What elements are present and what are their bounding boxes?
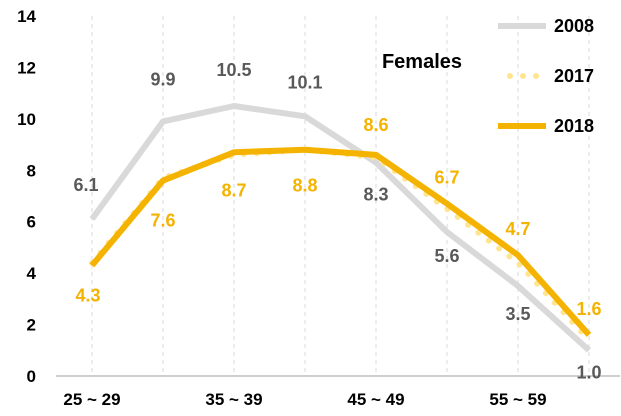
x-tick-label: 55 ~ 59 xyxy=(489,390,546,409)
y-tick-label: 0 xyxy=(27,367,36,386)
data-label: 6.7 xyxy=(434,168,459,188)
data-labels: 6.1 9.9 10.5 10.1 8.3 5.6 3.5 1.0 4.3 7.6 8.7 8.8 8.… xyxy=(73,60,601,382)
chart-title: Females xyxy=(382,51,462,73)
data-label: 3.5 xyxy=(505,304,530,324)
y-tick-label: 8 xyxy=(27,161,36,180)
data-label: 4.7 xyxy=(505,219,530,239)
legend: 2008 2017 2018 xyxy=(498,16,594,136)
data-label: 8.8 xyxy=(292,176,317,196)
data-label: 8.3 xyxy=(363,185,388,205)
y-tick-label: 6 xyxy=(27,213,36,232)
y-tick-labels: 0 2 4 6 8 10 12 14 xyxy=(17,7,36,386)
data-label: 1.6 xyxy=(576,299,601,319)
y-tick-label: 10 xyxy=(17,110,36,129)
x-tick-label: 45 ~ 49 xyxy=(347,390,404,409)
data-label: 6.1 xyxy=(73,175,98,195)
legend-label: 2008 xyxy=(554,16,594,36)
data-label: 5.6 xyxy=(434,246,459,266)
y-tick-label: 2 xyxy=(27,316,36,335)
data-label: 9.9 xyxy=(150,69,175,89)
series-lines xyxy=(89,103,592,353)
legend-label: 2017 xyxy=(554,66,594,86)
y-tick-label: 14 xyxy=(17,7,36,26)
data-label: 4.3 xyxy=(75,285,100,305)
data-label: 1.0 xyxy=(576,362,601,382)
data-label: 8.7 xyxy=(221,180,246,200)
data-label: 10.5 xyxy=(216,60,251,80)
x-tick-labels: 25 ~ 29 35 ~ 39 45 ~ 49 55 ~ 59 xyxy=(63,390,546,409)
x-tick-label: 25 ~ 29 xyxy=(63,390,120,409)
y-tick-label: 12 xyxy=(17,58,36,77)
data-label: 8.6 xyxy=(363,115,388,135)
x-tick-label: 35 ~ 39 xyxy=(205,390,262,409)
series-line-2018 xyxy=(89,146,592,337)
series-line-2008 xyxy=(89,103,592,353)
legend-label: 2018 xyxy=(554,116,594,136)
gridlines xyxy=(91,16,590,376)
y-tick-label: 4 xyxy=(27,264,37,283)
data-label: 7.6 xyxy=(150,211,175,231)
data-label: 10.1 xyxy=(287,72,322,92)
